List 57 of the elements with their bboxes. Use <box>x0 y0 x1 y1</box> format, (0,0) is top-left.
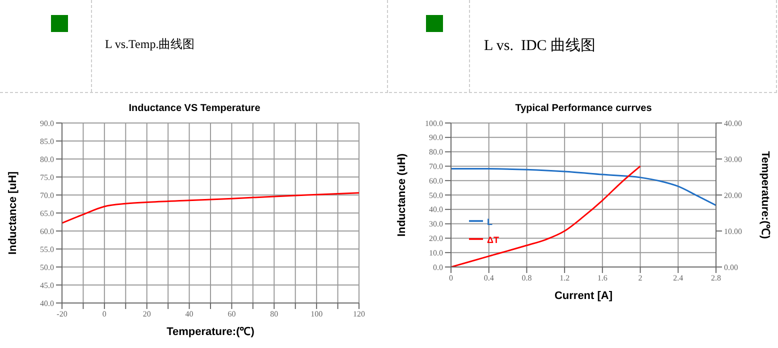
x-axis-title: Temperature:(℃) <box>166 326 255 338</box>
line-series <box>451 165 642 267</box>
y-axis-title: Inductance (uH) <box>396 153 408 237</box>
x-axis-title: Current [A] <box>554 290 613 302</box>
x-tick-label: 20 <box>142 310 151 319</box>
chart-subtitle: L vs. IDC 曲线图 <box>484 36 596 55</box>
y-tick-label: 55.0 <box>40 244 54 254</box>
x-tick-label: 100 <box>310 310 323 319</box>
x-tick-label: 80 <box>270 310 278 319</box>
chart-title: Inductance VS Temperature <box>128 103 262 114</box>
y-tick-label: 60.0 <box>40 226 54 236</box>
y2-tick-label: 10.00 <box>724 226 742 236</box>
y-tick-label: 40.0 <box>429 205 443 214</box>
x-tick-label: 40 <box>185 310 194 319</box>
y2-axis-title: Temperature:(℃) <box>759 151 772 240</box>
x-tick-label: 120 <box>353 310 365 319</box>
y-tick-label: 90.0 <box>40 118 54 128</box>
y-tick-label: 90.0 <box>429 133 443 142</box>
x-tick-label: 0.4 <box>484 274 494 283</box>
y2-tick-label: 40.00 <box>724 118 742 128</box>
x-tick-label: 0 <box>102 310 106 319</box>
y-tick-label: 20.0 <box>429 234 443 244</box>
chart-subtitle: L vs.Temp.曲线图 <box>105 36 195 53</box>
x-tick-label: 1.2 <box>560 274 570 283</box>
legend-label: ΔT <box>487 235 499 245</box>
x-tick-label: 0 <box>449 274 453 283</box>
y-tick-label: 85.0 <box>40 136 54 146</box>
x-tick-label: 1.6 <box>597 274 608 283</box>
legend-label: L <box>487 217 492 227</box>
x-tick-label: 0.8 <box>522 274 532 283</box>
y-tick-label: 50.0 <box>40 262 54 272</box>
y-tick-label: 70.0 <box>429 162 443 172</box>
y-tick-label: 45.0 <box>40 280 54 290</box>
y2-tick-label: 0.00 <box>724 262 738 272</box>
chart-title: Typical Performance currves <box>514 103 653 114</box>
x-tick-label: 60 <box>228 310 236 319</box>
line-series <box>62 192 359 224</box>
y-tick-label: 75.0 <box>40 172 54 182</box>
y2-tick-label: 20.00 <box>724 190 742 200</box>
x-tick-label: 2 <box>638 274 642 283</box>
x-tick-label: 2.8 <box>711 274 721 283</box>
y-tick-label: 70.0 <box>40 190 54 200</box>
y-tick-label: 60.0 <box>429 176 443 186</box>
y-tick-label: 65.0 <box>40 208 54 218</box>
y-tick-label: 0.0 <box>433 262 443 272</box>
y-tick-label: 50.0 <box>429 190 443 200</box>
x-tick-label: -20 <box>56 310 68 319</box>
y-tick-label: 100.0 <box>425 118 443 128</box>
y2-tick-label: 30.00 <box>724 154 742 164</box>
y-tick-label: 80.0 <box>429 148 443 157</box>
x-tick-label: 2.4 <box>673 274 684 283</box>
y-axis-title: Inductance [uH] <box>6 171 19 255</box>
y-tick-label: 40.0 <box>40 298 54 308</box>
y-tick-label: 80.0 <box>40 154 54 164</box>
y-tick-label: 10.0 <box>429 248 443 258</box>
y-tick-label: 30.0 <box>429 220 443 229</box>
line-series <box>451 168 716 206</box>
